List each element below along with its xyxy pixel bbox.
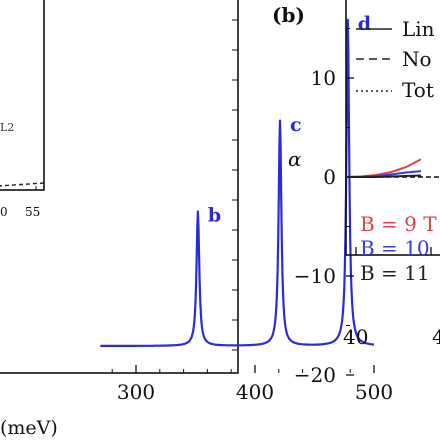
panel-b-x-tick-label-40: 40 <box>343 325 368 349</box>
legend-label-lin: Lin <box>402 17 435 41</box>
inset-frame <box>0 0 45 191</box>
panel-a-x-tick-labels: 300 400 500 <box>117 380 393 404</box>
panel-a-x-tick-label: 500 <box>355 380 393 404</box>
annotation-b-9t: B = 9 T <box>360 212 437 236</box>
panel-a-ticks <box>111 19 375 373</box>
panel-b-y-axis-label: α <box>288 147 302 171</box>
panel-b-x-ticks <box>355 247 432 255</box>
legend-label-tot: Tot <box>402 78 434 102</box>
panel-b: (b) 20100−10−20 α Lin No Tot B = 9 T B =… <box>272 0 440 387</box>
inset-tick-label-55: 55 <box>25 205 40 219</box>
annotation-b-11: B = 11 <box>360 261 430 285</box>
panel-a-spectrum-line <box>99 18 375 347</box>
panel-b-legend: Lin No Tot <box>356 17 435 102</box>
panel-a-inset: L2 0 55 <box>0 0 45 219</box>
peak-label-c: c <box>290 114 302 136</box>
inset-label-l2: L2 <box>0 121 14 134</box>
panel-b-x-tick-label-4: 4 <box>432 325 440 349</box>
annotation-b-10: B = 10 <box>360 236 430 260</box>
peak-label-d: d <box>358 13 371 35</box>
inset-dashed-line <box>0 182 45 187</box>
panel-a-frame <box>0 0 239 374</box>
legend-label-no: No <box>402 47 432 71</box>
inset-tick-label-0: 0 <box>0 205 8 219</box>
panel-b-y-tick-labels: 20100−10−20 <box>294 66 336 387</box>
peak-label-b: b <box>208 205 221 227</box>
panel-b-curves <box>345 158 422 178</box>
panel-a-x-tick-label: 400 <box>236 380 274 404</box>
panel-a: bcd 300 400 500 (meV) L2 0 55 <box>0 0 393 439</box>
panel-a-x-axis-label: (meV) <box>0 417 58 439</box>
panel-b-y-tick-label: 10 <box>311 66 336 90</box>
panel-b-frame <box>345 0 440 256</box>
panel-b-y-tick-label: −20 <box>294 363 336 387</box>
panel-b-y-tick-label: −10 <box>294 264 336 288</box>
panel-b-y-tick-label: 0 <box>323 165 336 189</box>
panel-b-label: (b) <box>272 3 305 27</box>
panel-b-curve-2 <box>346 174 422 178</box>
panel-a-x-tick-label: 300 <box>117 380 155 404</box>
